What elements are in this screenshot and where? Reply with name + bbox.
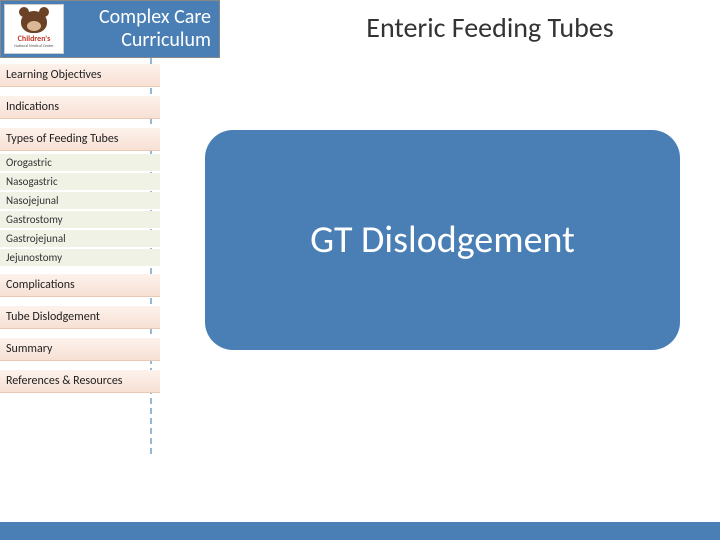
nav-gastrojejunal[interactable]: Gastrojejunal bbox=[0, 230, 160, 248]
nav-tube-dislodgement[interactable]: Tube Dislodgement bbox=[0, 306, 160, 329]
header-title: Complex Care Curriculum bbox=[67, 6, 219, 52]
nav-indications[interactable]: Indications bbox=[0, 96, 160, 119]
nav-references[interactable]: References & Resources bbox=[0, 370, 160, 393]
header-bar: Children's National Medical Center Compl… bbox=[0, 0, 220, 58]
content-bubble: GT Dislodgement bbox=[205, 130, 680, 350]
nav-learning-objectives[interactable]: Learning Objectives bbox=[0, 64, 160, 87]
header-title-line2: Curriculum bbox=[121, 28, 211, 52]
nav-types[interactable]: Types of Feeding Tubes bbox=[0, 128, 160, 151]
bear-icon bbox=[21, 11, 47, 33]
header-title-line1: Complex Care bbox=[99, 5, 211, 29]
nav-nasogastric[interactable]: Nasogastric bbox=[0, 173, 160, 191]
childrens-hospital-logo: Children's National Medical Center bbox=[4, 4, 64, 54]
nav-nasojejunal[interactable]: Nasojejunal bbox=[0, 192, 160, 210]
sidebar-nav: Learning Objectives Indications Types of… bbox=[0, 64, 160, 396]
nav-complications[interactable]: Complications bbox=[0, 274, 160, 297]
footer-bar bbox=[0, 522, 720, 540]
nav-orogastric[interactable]: Orogastric bbox=[0, 154, 160, 172]
nav-summary[interactable]: Summary bbox=[0, 338, 160, 361]
logo-text: Children's bbox=[18, 34, 51, 44]
nav-jejunostomy[interactable]: Jejunostomy bbox=[0, 249, 160, 267]
logo-subtext: National Medical Center bbox=[14, 44, 53, 49]
content-heading: GT Dislodgement bbox=[310, 217, 575, 263]
nav-gastrostomy[interactable]: Gastrostomy bbox=[0, 211, 160, 229]
page-title: Enteric Feeding Tubes bbox=[280, 10, 700, 45]
